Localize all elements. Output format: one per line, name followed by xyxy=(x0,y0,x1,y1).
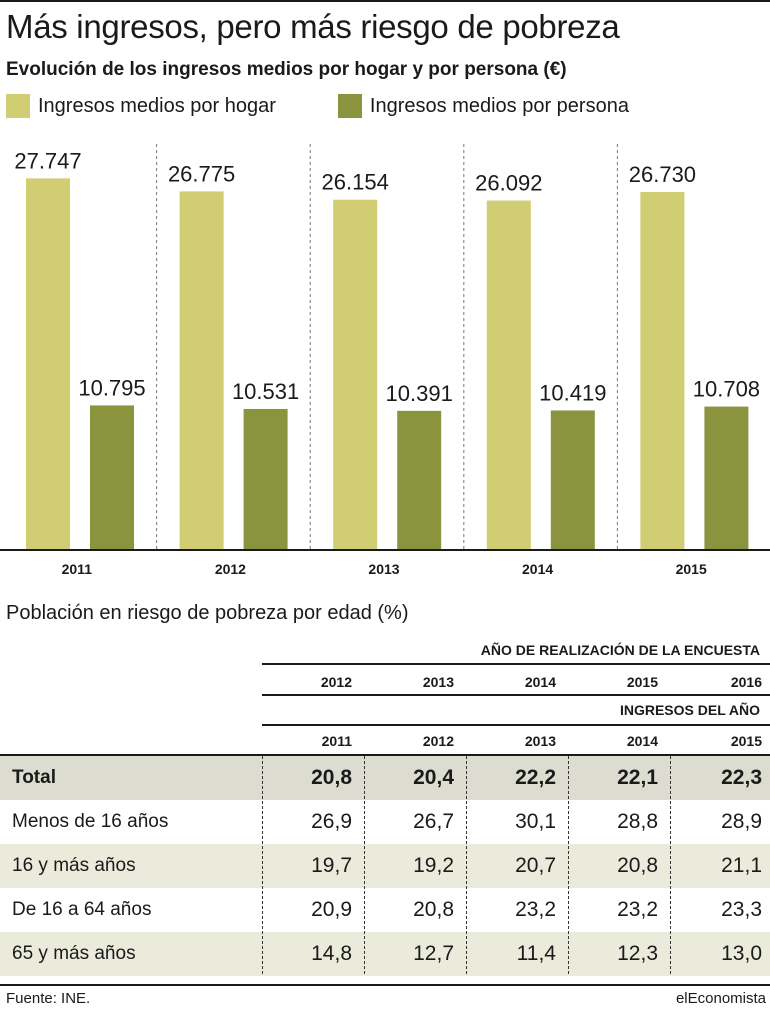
survey-year-1: 2013 xyxy=(422,674,454,690)
header-rule xyxy=(262,724,770,726)
table-cell: 23,2 xyxy=(515,898,556,921)
table-row: 65 y más años 14,8 12,7 11,4 12,3 13,0 xyxy=(0,932,770,976)
survey-year-2: 2014 xyxy=(524,674,556,690)
x-tick-label: 2015 xyxy=(676,561,707,577)
x-tick-label: 2014 xyxy=(522,561,553,577)
bar-hogar-2012 xyxy=(179,191,224,550)
column-divider xyxy=(364,756,365,974)
table-cell: 20,8 xyxy=(413,898,454,921)
table-cell: 14,8 xyxy=(311,942,352,965)
x-tick-label: 2013 xyxy=(368,561,399,577)
table-cell: 28,8 xyxy=(617,810,658,833)
table-row: Menos de 16 años 26,9 26,7 30,1 28,8 28,9 xyxy=(0,800,770,844)
income-year-4: 2015 xyxy=(730,733,762,749)
survey-year-header: AÑO DE REALIZACIÓN DE LA ENCUESTA xyxy=(480,642,760,658)
survey-year-0: 2012 xyxy=(320,674,352,690)
table-cell: 20,4 xyxy=(413,766,454,789)
table-cell: 21,1 xyxy=(721,854,762,877)
table-cell: 20,9 xyxy=(311,898,352,921)
income-year-header: INGRESOS DEL AÑO xyxy=(619,702,760,718)
header-rule xyxy=(0,754,770,756)
survey-year-3: 2015 xyxy=(626,674,658,690)
header-rule xyxy=(262,694,770,696)
table-cell: 30,1 xyxy=(515,810,556,833)
bar-persona-2011 xyxy=(90,405,134,550)
data-label: 27.747 xyxy=(14,148,81,173)
top-rule xyxy=(0,0,770,2)
income-year-0: 2011 xyxy=(321,733,352,749)
legend-label-persona: Ingresos medios por persona xyxy=(369,94,629,117)
column-divider xyxy=(568,756,569,974)
data-label: 26.092 xyxy=(475,171,542,196)
brand-logo: elEconomista xyxy=(675,990,766,1007)
data-label: 10.531 xyxy=(232,379,299,404)
table-cell: 26,7 xyxy=(413,810,454,833)
bar-persona-2015 xyxy=(704,406,749,550)
data-label: 26.154 xyxy=(322,170,389,195)
income-bar-chart: 27.747 10.795 2011 26.775 10.531 2012 26.154 10… xyxy=(0,144,770,577)
table-cell: 22,2 xyxy=(515,766,556,789)
column-divider xyxy=(262,756,263,974)
legend-item-hogar: Ingresos medios por hogar xyxy=(6,94,276,118)
header-rule xyxy=(262,663,770,665)
page-title: Más ingresos, pero más riesgo de pobreza xyxy=(6,8,620,45)
income-year-3: 2014 xyxy=(626,733,658,749)
legend-swatch-hogar xyxy=(6,94,30,118)
column-divider xyxy=(670,756,671,974)
survey-year-4: 2016 xyxy=(730,674,762,690)
bar-hogar-2014 xyxy=(486,200,531,550)
legend-swatch-persona xyxy=(337,94,362,118)
chart-subtitle: Evolución de los ingresos medios por hog… xyxy=(6,59,567,80)
row-label: 65 y más años xyxy=(12,943,136,964)
table-cell: 22,1 xyxy=(617,766,658,789)
table-cell: 13,0 xyxy=(721,942,762,965)
table-row: 16 y más años 19,7 19,2 20,7 20,8 21,1 xyxy=(0,844,770,888)
row-label: Menos de 16 años xyxy=(12,811,169,832)
chart-legend: Ingresos medios por hogar Ingresos medio… xyxy=(6,92,691,120)
table-title: Población en riesgo de pobreza por edad … xyxy=(6,602,409,624)
table-cell: 12,7 xyxy=(413,942,454,965)
data-label: 26.730 xyxy=(629,162,696,187)
table-cell: 20,8 xyxy=(617,854,658,877)
column-divider xyxy=(466,756,467,974)
row-label: Total xyxy=(12,767,56,788)
legend-item-persona: Ingresos medios por persona xyxy=(337,94,629,118)
table-cell: 11,4 xyxy=(516,942,556,965)
data-label: 10.708 xyxy=(693,377,760,402)
row-label: 16 y más años xyxy=(12,855,136,876)
bar-persona-2013 xyxy=(397,410,442,550)
table-cell: 12,3 xyxy=(617,942,658,965)
table-cell: 20,7 xyxy=(515,854,556,877)
table-cell: 20,8 xyxy=(311,766,352,789)
bar-hogar-2015 xyxy=(640,192,685,551)
table-row: Total 20,8 20,4 22,2 22,1 22,3 xyxy=(0,756,770,800)
table-cell: 26,9 xyxy=(311,810,352,833)
data-label: 26.775 xyxy=(168,161,235,186)
bar-persona-2012 xyxy=(243,408,288,550)
table-cell: 23,2 xyxy=(617,898,658,921)
data-label: 10.419 xyxy=(539,380,606,405)
income-year-2: 2013 xyxy=(524,733,556,749)
x-tick-label: 2011 xyxy=(62,561,93,577)
table-cell: 19,7 xyxy=(311,854,352,877)
data-label: 10.391 xyxy=(386,381,453,406)
income-year-1: 2012 xyxy=(422,733,454,749)
x-tick-label: 2012 xyxy=(215,561,246,577)
bar-persona-2014 xyxy=(550,410,595,550)
data-label: 10.795 xyxy=(78,375,145,400)
source-note: Fuente: INE. xyxy=(6,990,91,1007)
poverty-table: AÑO DE REALIZACIÓN DE LA ENCUESTA 2012 20… xyxy=(0,636,770,976)
table-cell: 28,9 xyxy=(721,810,762,833)
legend-label-hogar: Ingresos medios por hogar xyxy=(38,94,276,117)
row-label: De 16 a 64 años xyxy=(12,899,152,920)
bar-hogar-2013 xyxy=(333,199,378,550)
table-cell: 23,3 xyxy=(721,898,762,921)
table-cell: 19,2 xyxy=(413,854,454,877)
table-row: De 16 a 64 años 20,9 20,8 23,2 23,2 23,3 xyxy=(0,888,770,932)
bottom-rule xyxy=(0,984,770,986)
bar-hogar-2011 xyxy=(26,178,70,550)
table-cell: 22,3 xyxy=(721,766,762,789)
